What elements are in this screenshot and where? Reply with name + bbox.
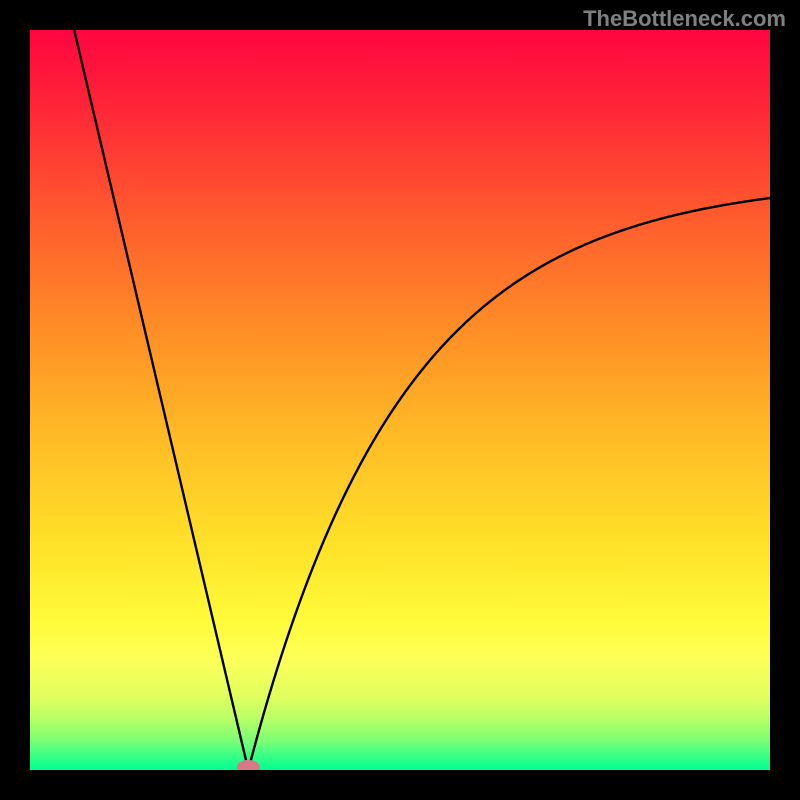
minimum-marker (237, 760, 259, 770)
plot-area (30, 30, 770, 770)
watermark-text: TheBottleneck.com (583, 6, 786, 32)
plot-svg (30, 30, 770, 770)
chart-container: TheBottleneck.com (0, 0, 800, 800)
